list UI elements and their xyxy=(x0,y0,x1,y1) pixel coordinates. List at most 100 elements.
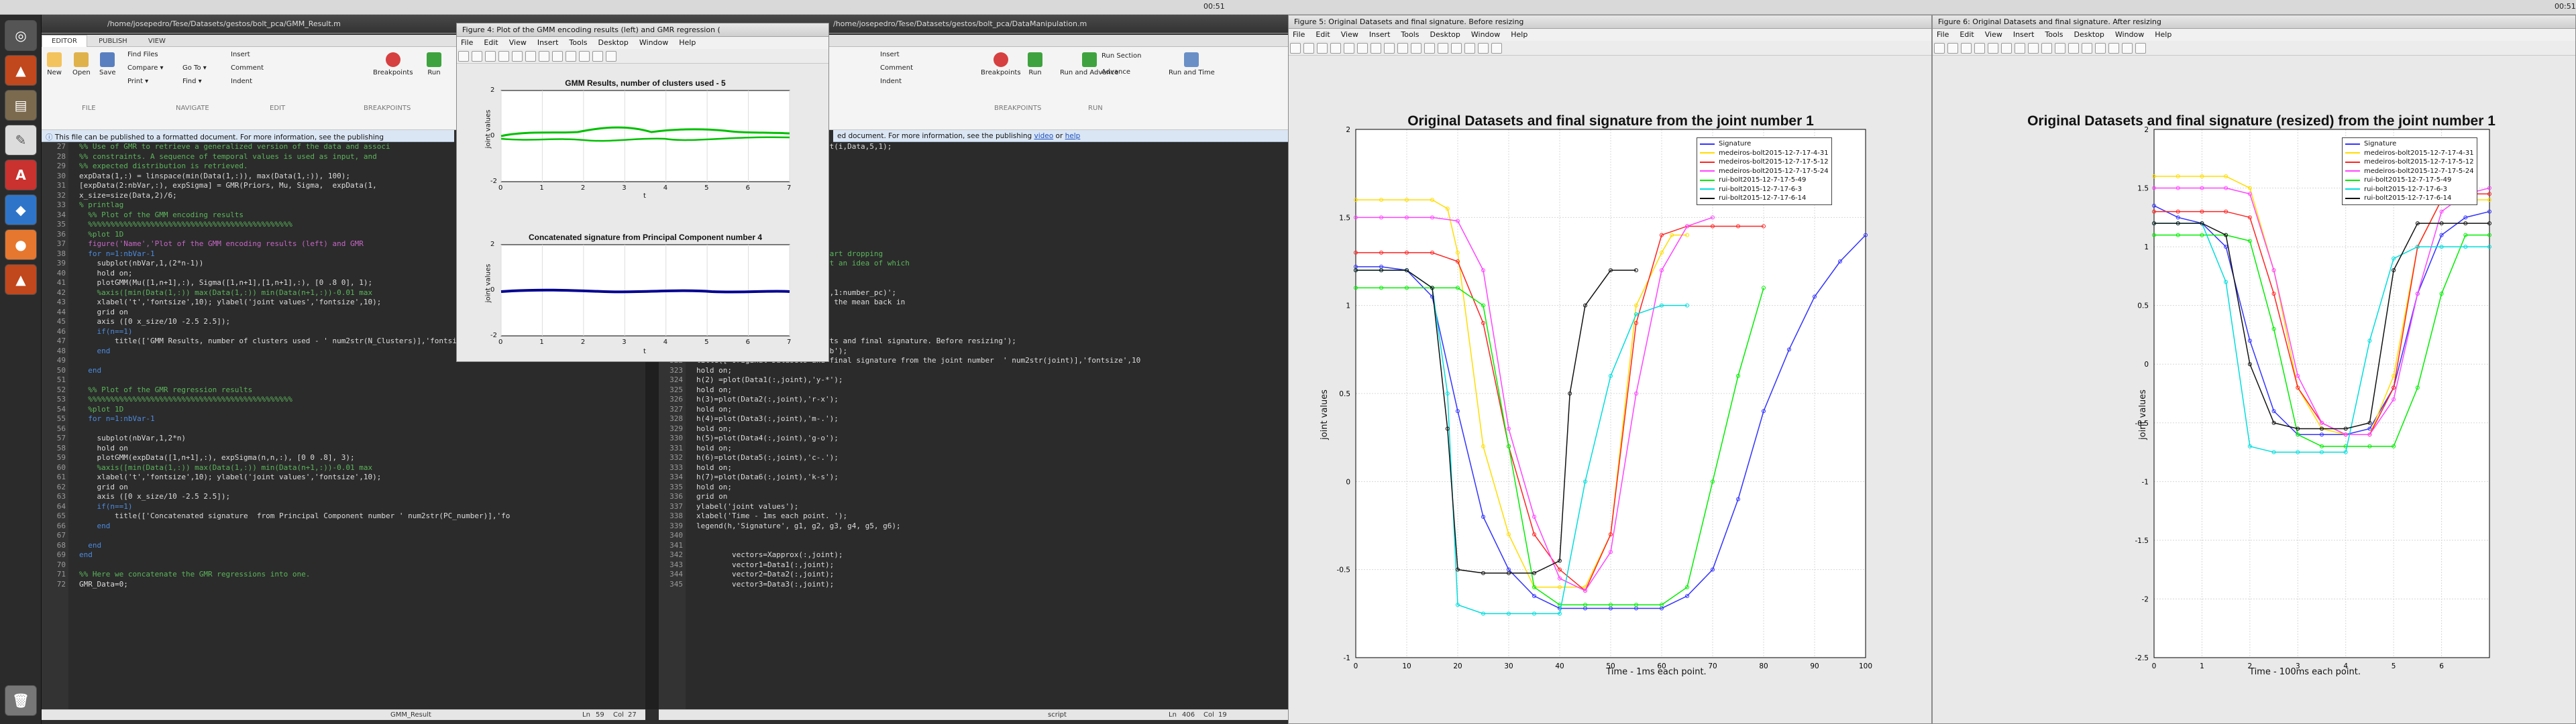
insert-button[interactable]: Insert xyxy=(231,51,250,58)
code-line[interactable]: if(n==1) xyxy=(79,501,133,511)
legend-entry[interactable]: rui-bolt2015-12-7-17-5-49 xyxy=(2345,176,2474,185)
save-figure-icon[interactable] xyxy=(485,51,496,62)
pan-icon[interactable] xyxy=(1384,43,1395,54)
brush-icon[interactable] xyxy=(579,51,590,62)
code-line[interactable]: %% Here we concatenate the GMR regressio… xyxy=(79,570,311,579)
fig6-menu-insert[interactable]: Insert xyxy=(2012,30,2035,39)
code-line[interactable]: hold on; xyxy=(79,268,133,278)
legend-icon[interactable] xyxy=(1464,43,1475,54)
comment2-button[interactable]: Comment xyxy=(880,64,913,72)
code-line[interactable]: end xyxy=(79,540,102,550)
code-line[interactable]: GMR_Data=0; xyxy=(79,579,128,589)
run-time-button[interactable]: Run and Time xyxy=(1169,52,1215,76)
print-figure-icon[interactable] xyxy=(498,51,509,62)
trash-icon[interactable]: 🗑 xyxy=(5,685,37,716)
fig5-menu-help[interactable]: Help xyxy=(1511,30,1528,39)
fig5-menu-desktop[interactable]: Desktop xyxy=(1430,30,1460,39)
new-button[interactable]: New xyxy=(47,52,62,76)
insert2-button[interactable]: Insert xyxy=(880,51,900,58)
code-line[interactable]: xlabel('t','fontsize',10); ylabel('joint… xyxy=(79,298,382,306)
code-line[interactable]: hold on; xyxy=(696,424,732,433)
code-line[interactable]: hold on; xyxy=(696,482,732,491)
video-link[interactable]: video xyxy=(1034,132,1054,140)
dash-icon[interactable]: ◎ xyxy=(5,20,37,51)
code-line[interactable] xyxy=(696,531,1288,541)
open-file-icon[interactable] xyxy=(1947,43,1958,54)
fig4-menu-tools[interactable]: Tools xyxy=(569,38,588,47)
legend-entry[interactable]: medeiros-bolt2015-12-7-17-5-24 xyxy=(2345,167,2474,176)
zoom-in-icon[interactable] xyxy=(512,51,523,62)
code-line[interactable] xyxy=(79,424,645,434)
code-line[interactable]: %%%%%%%%%%%%%%%%%%%%%%%%%%%%%%%%%%%%%%%%… xyxy=(79,395,292,404)
code-line[interactable]: end xyxy=(79,521,111,530)
code-line[interactable]: title(['GMM Results, number of clusters … xyxy=(79,337,492,345)
legend-entry[interactable]: rui-bolt2015-12-7-17-6-3 xyxy=(1700,185,1829,194)
code-line[interactable]: plotGMM(Mu([1,n+1],:), Sigma([1,n+1],[1,… xyxy=(79,278,373,287)
new-figure-icon[interactable] xyxy=(1290,43,1301,54)
code-line[interactable]: vector2=Data2(:,joint); xyxy=(696,570,835,579)
firefox-icon[interactable]: ● xyxy=(5,229,37,260)
rotate-icon[interactable] xyxy=(1397,43,1408,54)
code-line[interactable]: %% Use of GMR to retrieve a generalized … xyxy=(79,142,390,151)
code-line[interactable]: %plot 1D xyxy=(79,229,124,239)
print-figure-icon[interactable] xyxy=(1974,43,1985,54)
rotate-icon[interactable] xyxy=(2041,43,2052,54)
open-file-icon[interactable] xyxy=(1303,43,1314,54)
fig4-menu-help[interactable]: Help xyxy=(679,38,696,47)
comment-button[interactable]: Comment xyxy=(231,64,264,72)
link-icon[interactable] xyxy=(2082,43,2092,54)
code-line[interactable]: h(6)=plot(Data5(:,joint),'c-.'); xyxy=(696,453,839,462)
run-advance-button[interactable]: Run and Advance xyxy=(1060,52,1118,76)
legend-entry[interactable]: rui-bolt2015-12-7-17-6-14 xyxy=(1700,194,1829,203)
legend-icon[interactable] xyxy=(2108,43,2119,54)
data-cursor-icon[interactable] xyxy=(566,51,576,62)
code-line[interactable]: h(7)=plot(Data6(:,joint),'k-s'); xyxy=(696,473,839,481)
fig4-menu-file[interactable]: File xyxy=(461,38,474,47)
files-icon[interactable]: ▤ xyxy=(5,90,37,121)
code-line[interactable]: h(2) =plot(Data1(:,joint),'y-*'); xyxy=(696,375,843,384)
chart5-legend[interactable]: Signature medeiros-bolt2015-12-7-17-4-31 m… xyxy=(1697,137,1832,205)
data-cursor-icon[interactable] xyxy=(1411,43,1421,54)
fig6-menu-desktop[interactable]: Desktop xyxy=(2074,30,2104,39)
go-to-button[interactable]: Go To ▾ xyxy=(182,64,207,72)
fig6-menu-edit[interactable]: Edit xyxy=(1960,30,1974,39)
fig6-menu-help[interactable]: Help xyxy=(2155,30,2172,39)
zoom-out-icon[interactable] xyxy=(525,51,536,62)
tab-publish[interactable]: PUBLISH xyxy=(99,38,127,45)
code-line[interactable] xyxy=(79,531,645,541)
code-line[interactable]: %%%%%%%%%%%%%%%%%%%%%%%%%%%%%%%%%%%%%%%%… xyxy=(79,220,292,229)
code-line[interactable]: h(5)=plot(Data4(:,joint),'g-o'); xyxy=(696,434,839,442)
figure5-titlebar[interactable]: Figure 5: Original Datasets and final si… xyxy=(1289,15,1931,29)
fig4-menu-desktop[interactable]: Desktop xyxy=(598,38,629,47)
code-line[interactable]: ylabel('joint values'); xyxy=(696,501,799,511)
code-line[interactable]: xlabel('t','fontsize',10); ylabel('joint… xyxy=(79,473,382,481)
code-line[interactable] xyxy=(79,375,645,385)
code-line[interactable]: end xyxy=(79,346,111,355)
colorbar-icon[interactable] xyxy=(606,51,616,62)
fig6-menu-tools[interactable]: Tools xyxy=(2045,30,2063,39)
fig5-menu-window[interactable]: Window xyxy=(1470,30,1501,39)
new-figure-icon[interactable] xyxy=(1934,43,1945,54)
find-button[interactable]: Find ▾ xyxy=(182,78,202,85)
breakpoints-button[interactable]: Breakpoints xyxy=(373,52,413,76)
code-line[interactable]: expData(1,:) = linspace(min(Data(1,:)), … xyxy=(79,171,350,180)
chart6-legend[interactable]: Signature medeiros-bolt2015-12-7-17-4-31 m… xyxy=(2342,137,2477,205)
indent-button[interactable]: Indent xyxy=(231,78,253,85)
pan-icon[interactable] xyxy=(539,51,549,62)
code-line[interactable]: subplot(nbVar,1,(2*n-1)) xyxy=(79,259,204,267)
fig6-menu-file[interactable]: File xyxy=(1937,30,1949,39)
code-line[interactable]: plotGMM(expData([1,n+1],:), expSigma(n,n… xyxy=(79,453,355,462)
code-line[interactable]: grid on xyxy=(696,492,728,501)
code-line[interactable]: title(['Concatenated signature from Prin… xyxy=(79,511,511,520)
code-line[interactable]: legend(h,'Signature', g1, g2, g3, g4, g5… xyxy=(696,521,901,530)
code-line[interactable]: hold on; xyxy=(696,443,732,452)
find-files-button[interactable]: Find Files xyxy=(127,51,158,58)
fig4-menu-window[interactable]: Window xyxy=(639,38,669,47)
fig4-menu-view[interactable]: View xyxy=(508,38,527,47)
code-line[interactable]: vectors=Xapprox(:,joint); xyxy=(696,550,843,559)
save-button[interactable]: Save xyxy=(99,52,116,76)
open-file-icon[interactable] xyxy=(472,51,482,62)
fig5-menu-tools[interactable]: Tools xyxy=(1401,30,1419,39)
figure4-titlebar[interactable]: Figure 4: Plot of the GMM encoding resul… xyxy=(457,23,828,37)
zoom-out-icon[interactable] xyxy=(1371,43,1381,54)
